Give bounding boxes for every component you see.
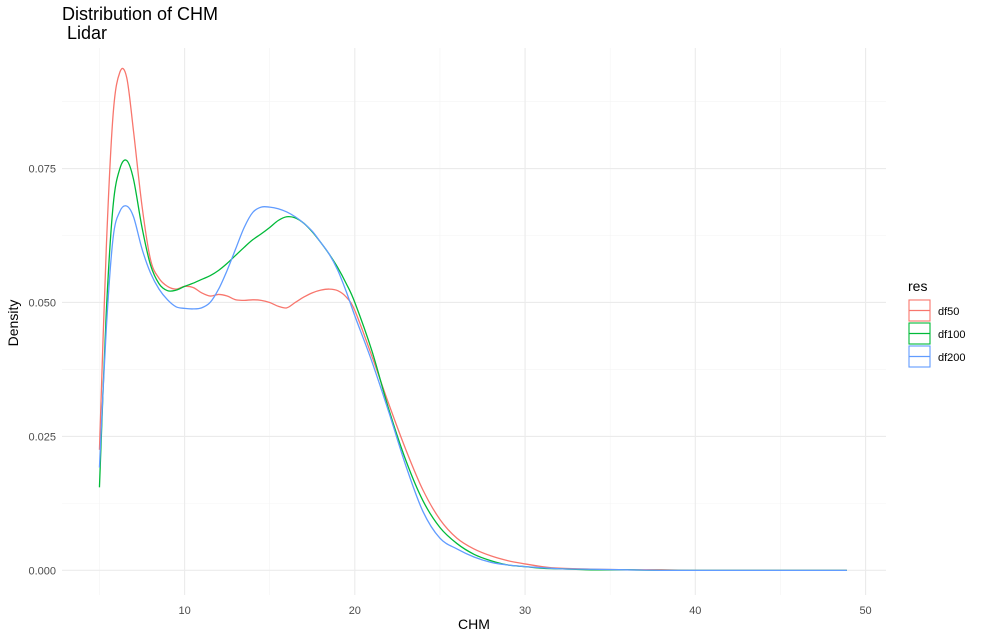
series-line-df50 bbox=[98, 67, 847, 572]
density-curves bbox=[98, 67, 847, 572]
chart-title-line-1: Distribution of CHM bbox=[62, 4, 218, 24]
chart-title-line-2: Lidar bbox=[62, 23, 107, 43]
legend-title: res bbox=[908, 278, 927, 294]
x-tick-label: 40 bbox=[689, 605, 701, 617]
y-tick-label: 0.075 bbox=[28, 164, 56, 176]
x-tick-label: 50 bbox=[859, 605, 871, 617]
y-axis-title: Density bbox=[5, 300, 21, 347]
y-tick-label: 0.000 bbox=[28, 565, 56, 577]
y-axis-tick-labels: 0.000 0.025 0.050 0.075 bbox=[28, 164, 56, 578]
legend-key-df200 bbox=[908, 345, 931, 368]
legend-label-df50: df50 bbox=[938, 306, 959, 318]
x-tick-label: 10 bbox=[178, 605, 190, 617]
series-line-df100 bbox=[98, 159, 847, 572]
y-tick-label: 0.025 bbox=[28, 431, 56, 443]
x-axis-title: CHM bbox=[458, 616, 490, 632]
legend: res df50 df100 df200 bbox=[908, 278, 966, 368]
legend-label-df200: df200 bbox=[938, 352, 966, 364]
series-line-df200 bbox=[98, 205, 847, 572]
minor-gridlines bbox=[62, 48, 886, 595]
x-tick-label: 20 bbox=[349, 605, 361, 617]
x-axis-tick-labels: 10 20 30 40 50 bbox=[178, 605, 871, 617]
legend-label-df100: df100 bbox=[938, 329, 966, 341]
legend-key-df50 bbox=[908, 299, 931, 322]
legend-key-df100 bbox=[908, 322, 931, 345]
x-tick-label: 30 bbox=[519, 605, 531, 617]
major-gridlines bbox=[62, 48, 886, 595]
y-tick-label: 0.050 bbox=[28, 297, 56, 309]
